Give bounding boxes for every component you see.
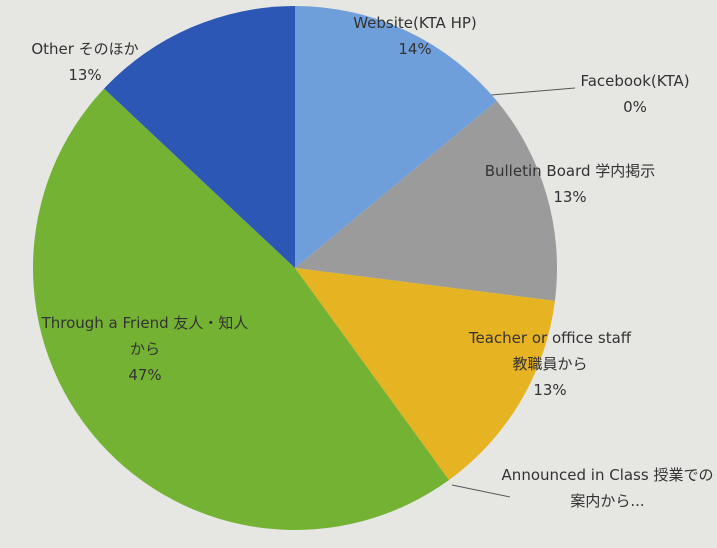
slice-label: Bulletin Board 学内掲示 13% xyxy=(480,158,660,210)
pie-slice xyxy=(295,268,555,480)
pie-slice xyxy=(295,100,557,301)
category-label: Announced in Class 授業での案内から... xyxy=(501,466,714,510)
value-label: 14% xyxy=(398,40,432,58)
category-label: Website(KTA HP) xyxy=(353,14,477,32)
value-label: 47% xyxy=(128,366,162,384)
slice-label: Website(KTA HP) 14% xyxy=(330,10,500,62)
pie-slice xyxy=(104,6,295,268)
category-label: Bulletin Board 学内掲示 xyxy=(484,162,656,180)
value-label: 0% xyxy=(623,98,647,116)
slice-label: Through a Friend 友人・知人から 47% xyxy=(40,310,250,388)
slice-label: Announced in Class 授業での案内から... xyxy=(500,462,715,514)
slice-label: Other そのほか 13% xyxy=(0,36,170,88)
pie-slice xyxy=(32,88,449,531)
category-label: Facebook(KTA) xyxy=(580,72,690,90)
category-label: Teacher or office staff 教職員から xyxy=(468,329,632,373)
value-label: 13% xyxy=(533,381,567,399)
pie-slice xyxy=(295,6,497,268)
leader-line xyxy=(451,484,511,498)
value-label: 13% xyxy=(68,66,102,84)
category-label: Other そのほか xyxy=(31,40,139,58)
slice-label: Teacher or office staff 教職員から 13% xyxy=(460,325,640,403)
value-label: 13% xyxy=(553,188,587,206)
slice-label: Facebook(KTA) 0% xyxy=(560,68,710,120)
category-label: Through a Friend 友人・知人から xyxy=(41,314,249,358)
